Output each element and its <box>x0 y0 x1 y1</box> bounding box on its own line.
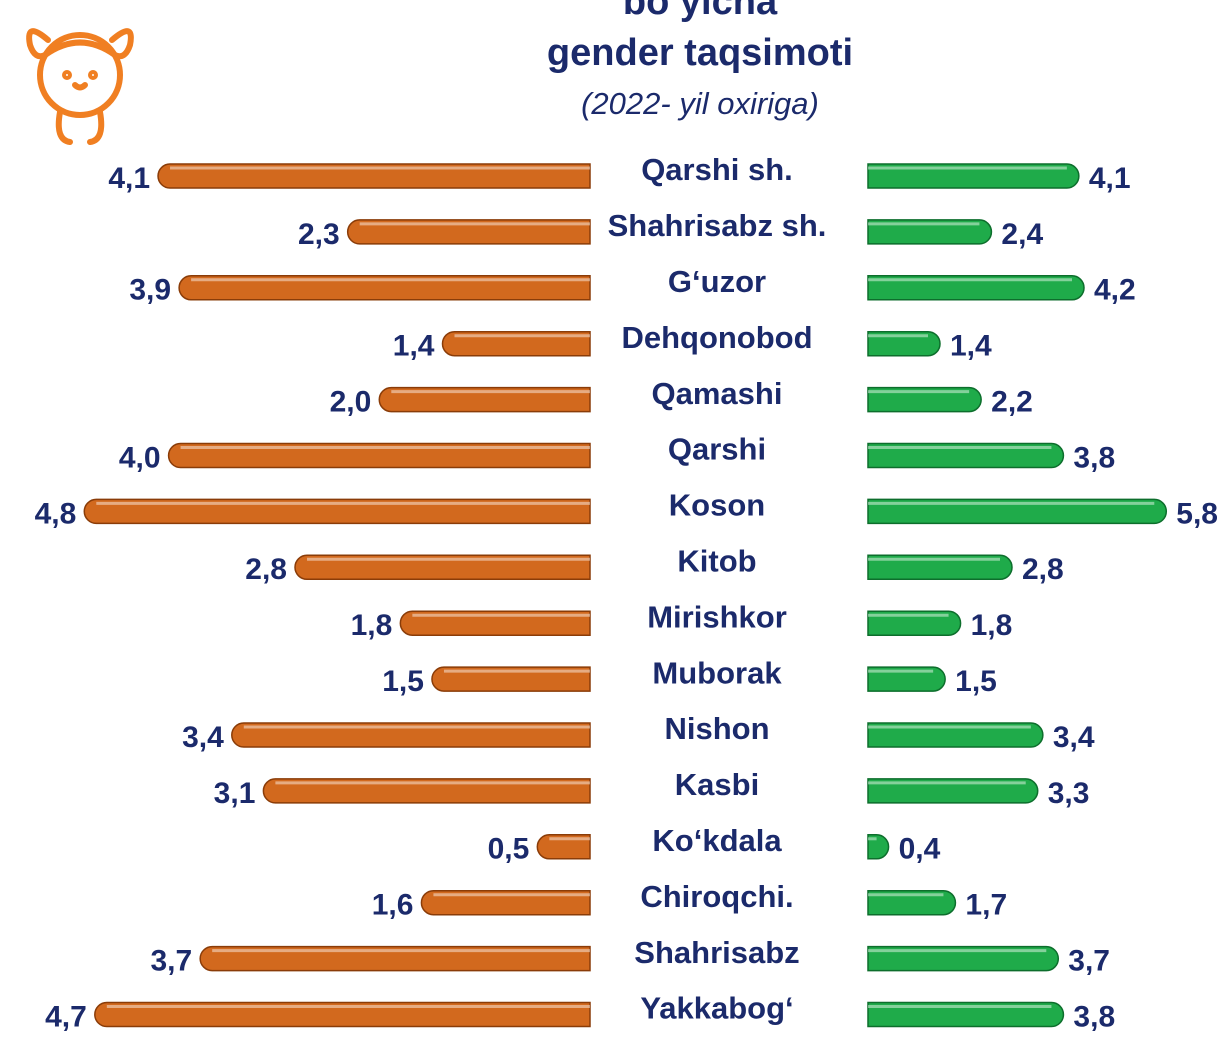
value-label: 4,1 <box>108 162 150 195</box>
category-label: Qarshi <box>668 432 766 467</box>
value-label: 2,4 <box>1001 218 1043 251</box>
value-label: 1,5 <box>382 665 424 698</box>
value-label: 2,8 <box>1022 553 1064 586</box>
girl-icon <box>29 31 131 142</box>
subtitle: (2022- yil oxiriga) <box>581 86 819 121</box>
value-label: 0,4 <box>899 833 941 866</box>
category-label: Kasbi <box>675 767 759 802</box>
value-label: 4,0 <box>119 441 161 474</box>
value-label: 3,9 <box>129 274 171 307</box>
value-label: 3,7 <box>150 945 192 978</box>
value-label: 1,4 <box>950 330 992 363</box>
category-label: Dehqonobod <box>621 320 812 355</box>
category-label: Yakkabog‘ <box>640 991 793 1026</box>
category-label: Nishon <box>664 711 769 746</box>
value-label: 2,3 <box>298 218 340 251</box>
value-label: 4,1 <box>1089 162 1131 195</box>
value-label: 2,2 <box>991 386 1033 419</box>
category-label: Shahrisabz <box>634 935 799 970</box>
category-label: Qamashi <box>652 376 783 411</box>
value-label: 2,0 <box>330 386 372 419</box>
page: bo‘yicha gender taqsimoti (2022- yil oxi… <box>0 0 1227 1043</box>
value-label: 2,8 <box>245 553 287 586</box>
category-label: G‘uzor <box>668 264 766 299</box>
value-label: 0,5 <box>488 833 530 866</box>
value-label: 3,8 <box>1073 441 1115 474</box>
title-line: gender taqsimoti <box>547 32 853 74</box>
category-label: Qarshi sh. <box>641 152 793 187</box>
value-label: 1,4 <box>393 330 435 363</box>
value-label: 3,8 <box>1073 1000 1115 1033</box>
title-line: bo‘yicha <box>623 0 778 23</box>
category-label: Koson <box>669 488 765 523</box>
category-label: Mirishkor <box>647 599 787 634</box>
value-label: 3,4 <box>1053 721 1095 754</box>
category-label: Chiroqchi. <box>640 879 793 914</box>
value-label: 4,2 <box>1094 274 1136 307</box>
value-label: 1,5 <box>955 665 997 698</box>
value-label: 3,3 <box>1048 777 1090 810</box>
value-label: 3,7 <box>1068 945 1110 978</box>
category-label: Kitob <box>677 543 756 578</box>
value-label: 3,1 <box>214 777 256 810</box>
value-label: 3,4 <box>182 721 224 754</box>
value-label: 1,8 <box>971 609 1013 642</box>
value-label: 4,8 <box>35 497 77 530</box>
value-label: 4,7 <box>45 1000 87 1033</box>
value-label: 1,6 <box>372 889 414 922</box>
category-label: Ko‘kdala <box>652 823 782 858</box>
category-label: Shahrisabz sh. <box>608 208 827 243</box>
chart: bo‘yicha gender taqsimoti (2022- yil oxi… <box>0 0 1227 1043</box>
value-label: 1,8 <box>351 609 393 642</box>
value-label: 5,8 <box>1176 497 1218 530</box>
category-label: Muborak <box>652 655 782 690</box>
value-label: 1,7 <box>965 889 1007 922</box>
